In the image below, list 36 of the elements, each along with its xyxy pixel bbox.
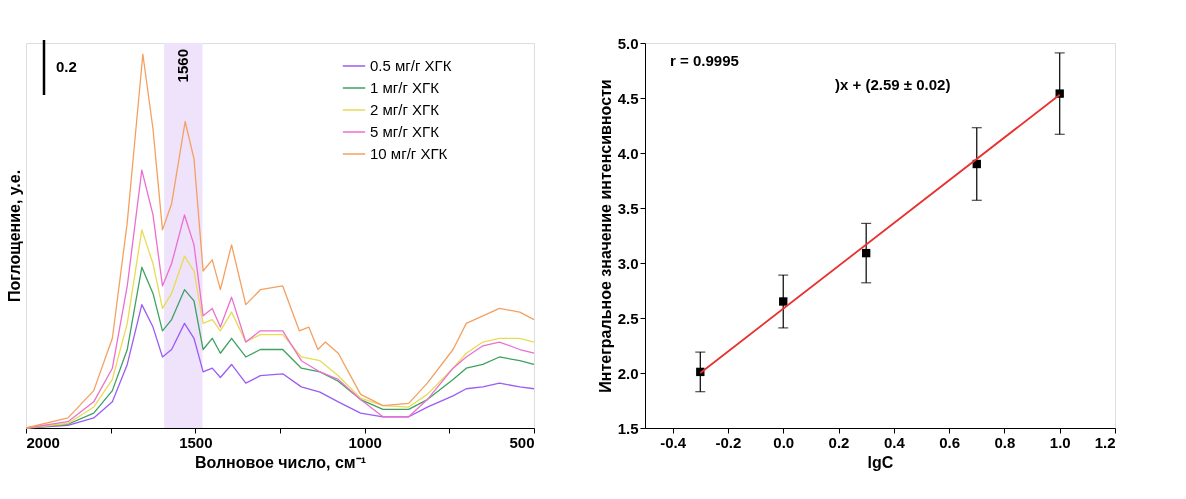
- legend-label: 1 мг/г ХГК: [370, 79, 440, 96]
- y-tick-label: 1.5: [617, 419, 639, 437]
- annotation: r = 0.9995: [670, 52, 739, 69]
- x-tick-label: 0.4: [883, 433, 906, 451]
- y-tick-label: 4.0: [617, 144, 639, 162]
- legend-label: 5 мг/г ХГК: [370, 123, 440, 140]
- x-axis-title: Волновое число, см⁻¹: [195, 453, 366, 471]
- y-tick-label: 5.0: [617, 34, 639, 52]
- legend-label: 0.5 мг/г ХГК: [370, 57, 452, 74]
- x-axis-title: lgC: [867, 453, 894, 471]
- y-tick-label: 3.0: [617, 254, 639, 272]
- legend-label: 2 мг/г ХГК: [370, 101, 440, 118]
- annotation: 0.2: [56, 58, 77, 75]
- x-tick-label: 500: [509, 433, 535, 451]
- y-tick-label: 3.5: [617, 199, 639, 217]
- x-tick-label: 1000: [348, 433, 382, 451]
- x-tick-label: 1.0: [1049, 433, 1071, 451]
- x-tick-label: 0.2: [828, 433, 850, 451]
- x-tick-label: 1500: [179, 433, 213, 451]
- x-tick-label: 1.2: [1094, 433, 1116, 451]
- legend-label: 10 мг/г ХГК: [370, 145, 448, 162]
- y-tick-label: 2.5: [617, 309, 639, 327]
- y-axis-title: Интегральное значение интенсивности: [596, 79, 614, 393]
- y-tick-label: 4.5: [617, 89, 639, 107]
- point: [779, 297, 788, 306]
- x-tick-label: -0.2: [715, 433, 742, 451]
- annotation: )x + (2.59 ± 0.02): [835, 76, 951, 93]
- x-tick-label: 0.8: [994, 433, 1016, 451]
- y-tick-label: 2.0: [617, 364, 639, 382]
- x-tick-label: 0.0: [773, 433, 795, 451]
- y-axis-title: Поглощение, у.е.: [5, 169, 23, 303]
- x-tick-label: 2000: [26, 433, 60, 451]
- point: [861, 248, 871, 258]
- band-label: 1560: [174, 49, 192, 83]
- x-tick-label: -0.4: [660, 433, 687, 451]
- x-tick-label: 0.6: [939, 433, 961, 451]
